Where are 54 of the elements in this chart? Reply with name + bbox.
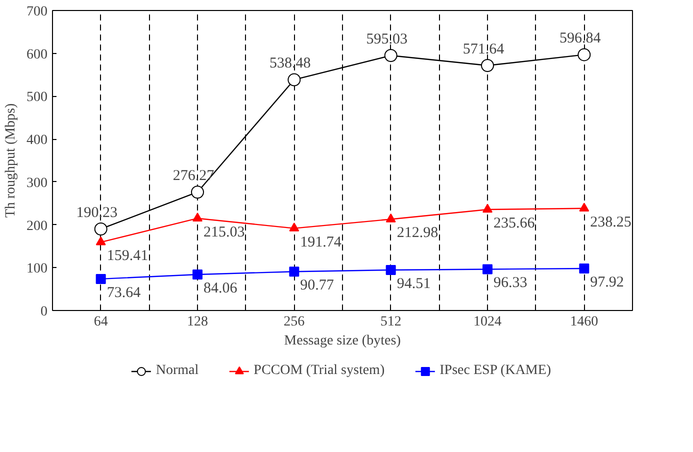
y-tick-label: 600: [26, 47, 48, 62]
x-tick-label: 1024: [474, 314, 502, 330]
data-label: 90.77: [300, 278, 334, 294]
point: [579, 264, 590, 274]
data-label: 596.84: [560, 30, 602, 47]
point: [579, 202, 590, 212]
point: [384, 49, 398, 62]
point: [289, 222, 300, 232]
y-axis-title: Th roughput (Mbps): [4, 103, 18, 218]
y-tick-label: 100: [26, 262, 48, 277]
y-tick-label: 700: [26, 4, 48, 20]
y-tick-label: 500: [26, 90, 48, 106]
data-label: 94.51: [396, 276, 431, 292]
data-label: 191.74: [300, 234, 342, 250]
point: [482, 204, 492, 213]
data-label: 96.33: [494, 275, 528, 292]
point: [96, 236, 106, 246]
data-label: 215.03: [204, 224, 245, 240]
x-tick-label: 256: [284, 314, 305, 330]
legend-label: IPsec ESP (KAME): [440, 363, 552, 379]
data-label: 238.25: [590, 214, 632, 230]
point: [96, 274, 106, 284]
point: [289, 266, 300, 277]
point: [386, 264, 396, 275]
point: [578, 48, 591, 62]
y-tick-label: 300: [26, 176, 48, 191]
y-tick-label: 0: [40, 304, 48, 320]
data-label: 84.06: [204, 280, 238, 296]
data-label: 538.48: [270, 56, 311, 72]
point: [191, 186, 204, 199]
point: [192, 212, 202, 222]
y-tick-label: 400: [26, 133, 48, 148]
x-tick-label: 1460: [570, 314, 598, 330]
data-label: 159.41: [106, 248, 148, 264]
point: [94, 222, 108, 236]
point: [288, 73, 301, 86]
point: [192, 269, 202, 280]
x-tick-label: 512: [380, 314, 402, 330]
data-label: 235.66: [494, 216, 536, 232]
legend-label: Normal: [156, 363, 199, 379]
data-label: 212.98: [396, 225, 438, 242]
data-label: 595.03: [366, 31, 408, 48]
point: [386, 214, 396, 222]
data-label: 571.64: [462, 42, 505, 58]
data-label: 73.64: [106, 284, 142, 301]
point: [482, 264, 492, 274]
x-tick-label: 128: [187, 314, 208, 330]
x-axis-title: Message size (bytes): [284, 334, 402, 348]
data-label: 190.23: [76, 204, 118, 221]
point: [481, 59, 494, 72]
legend-label: PCCOM (Trial system): [254, 363, 385, 379]
data-label: 97.92: [590, 274, 624, 291]
y-tick-label: 200: [26, 218, 48, 234]
x-tick-label: 64: [94, 314, 108, 330]
